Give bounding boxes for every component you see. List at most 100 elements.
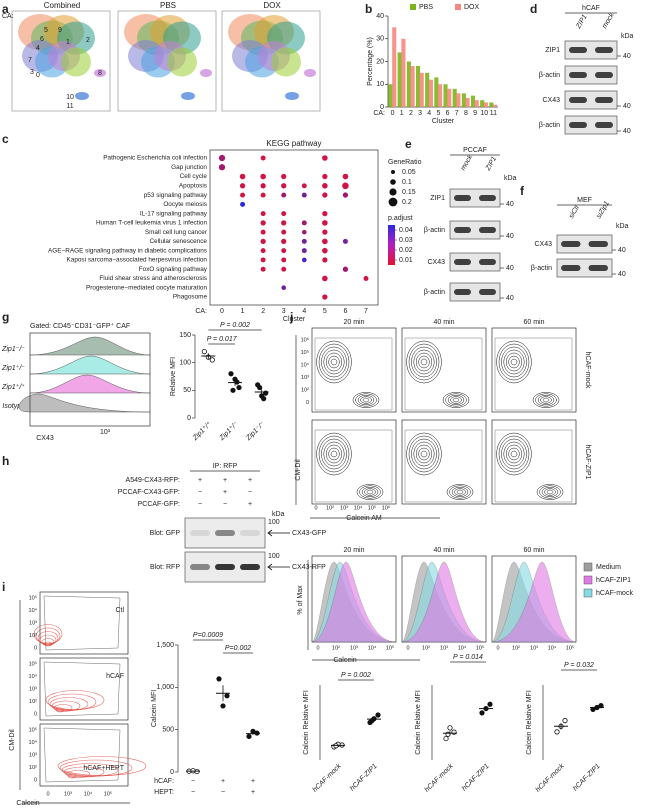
- marker: 40: [618, 247, 626, 254]
- x-tick-label: Zip1⁻/⁻: [244, 421, 266, 443]
- histogram: [311, 561, 397, 643]
- y-tick-label: 10⁵: [29, 660, 37, 667]
- contour: [418, 355, 430, 369]
- data-point: [228, 371, 234, 377]
- panel-label: a: [2, 2, 9, 16]
- blot-row-label: CX43: [534, 241, 552, 248]
- track-label: Zip1⁻/⁻: [1, 346, 25, 353]
- y-tick-label: 10⁵: [301, 349, 309, 356]
- band: [588, 265, 608, 271]
- blot-group: MEF: [577, 197, 592, 204]
- band: [595, 97, 613, 103]
- legend-swatch: [410, 4, 416, 10]
- data-point: [447, 725, 453, 731]
- legend-label: 0.01: [399, 257, 413, 264]
- dot: [239, 183, 246, 189]
- legend-label: 0.2: [402, 199, 412, 206]
- legend-label: hCAF-mock: [596, 590, 633, 597]
- x-axis-label: CX43: [36, 435, 54, 442]
- row-label: PCCAF-CX43-GFP:: [118, 489, 180, 496]
- contour: [536, 484, 564, 500]
- p-value: P=0.002: [225, 645, 251, 652]
- pathway-label: Progesterone−mediated oocyte maturation: [86, 284, 207, 291]
- contour: [503, 441, 525, 467]
- data-point: [554, 729, 560, 735]
- legend-swatch: [583, 575, 593, 585]
- x-tick-label: hCAF-ZIP1: [349, 763, 379, 793]
- blot-box: [556, 234, 613, 254]
- umap-cluster: [304, 69, 316, 77]
- bar: [489, 102, 494, 107]
- data-point: [562, 718, 568, 724]
- dot: [281, 238, 287, 245]
- dot: [281, 285, 287, 291]
- umap-frame: [11, 10, 111, 112]
- p-value: P=0.0009: [193, 632, 223, 639]
- time-label: 60 min: [523, 319, 544, 326]
- x-tick-label: 10⁴: [548, 644, 557, 651]
- x-tick-label: 5: [323, 308, 327, 315]
- legend-label: 0.04: [399, 227, 413, 234]
- time-label: 60 min: [523, 547, 544, 554]
- y-tick-label: 500: [162, 727, 174, 734]
- contour: [510, 450, 518, 458]
- panel-label: j: [289, 310, 293, 324]
- y-tick-label: 10⁴: [301, 361, 310, 368]
- contour: [318, 435, 350, 473]
- contour: [503, 349, 525, 375]
- contour: [445, 393, 467, 407]
- time-label: 20 min: [343, 547, 364, 554]
- x-tick-label: hCAF-ZIP1: [461, 763, 491, 793]
- sign: +: [221, 778, 225, 785]
- umap-title: Combined: [44, 1, 80, 10]
- y-tick-label: 30: [376, 36, 384, 43]
- pathway-label: Human T-cell leukemia virus 1 infection: [96, 220, 208, 227]
- ip-label: IP: RFP: [213, 463, 238, 470]
- contour: [501, 438, 527, 470]
- x-tick-label: 1: [241, 308, 245, 315]
- x-tick-label: 10⁵: [386, 644, 394, 651]
- legend-title: p.adjust: [388, 215, 413, 222]
- dot: [342, 182, 349, 190]
- sign: −: [221, 789, 225, 796]
- dot: [322, 192, 328, 198]
- marker: 40: [623, 128, 631, 135]
- legend-label: 0.03: [399, 237, 413, 244]
- y-tick-label: 20: [376, 58, 384, 65]
- x-tick-label: 9: [473, 110, 477, 117]
- marker: 40: [506, 201, 514, 208]
- bar: [483, 102, 488, 107]
- bar: [397, 52, 402, 107]
- contour: [535, 393, 557, 407]
- track-label: Zip1⁺/⁻: [1, 364, 25, 372]
- bar: [456, 93, 461, 107]
- contour: [360, 396, 372, 404]
- x-tick-label: 0: [316, 645, 319, 651]
- contour: [352, 392, 380, 408]
- legend-swatch: [583, 588, 593, 598]
- pathway-label: Phagosome: [173, 294, 208, 301]
- histogram: [29, 374, 151, 394]
- sign: −: [191, 778, 195, 785]
- dot: [342, 238, 348, 244]
- y-tick-label: 10²: [29, 699, 37, 705]
- pathway-label: FoxO signaling pathway: [139, 266, 208, 273]
- marker: 40: [506, 265, 514, 272]
- x-tick-label: hCAF-ZIP1: [572, 763, 602, 793]
- marker: 40: [623, 103, 631, 110]
- cluster-label: 2: [86, 37, 90, 44]
- gate: [43, 727, 121, 783]
- contour: [321, 438, 347, 470]
- y-tick-label: 0: [187, 415, 191, 422]
- dot: [322, 247, 328, 254]
- contour: [49, 697, 89, 711]
- legend-swatch: [455, 4, 461, 10]
- gate: [43, 661, 121, 717]
- x-tick-label: 8: [464, 110, 468, 117]
- row-label: hCAF: [106, 673, 124, 680]
- band: [569, 97, 587, 103]
- dot: [281, 173, 287, 180]
- marker: 100: [268, 553, 280, 560]
- dot: [281, 211, 287, 217]
- y-tick-label: 10³: [29, 686, 37, 692]
